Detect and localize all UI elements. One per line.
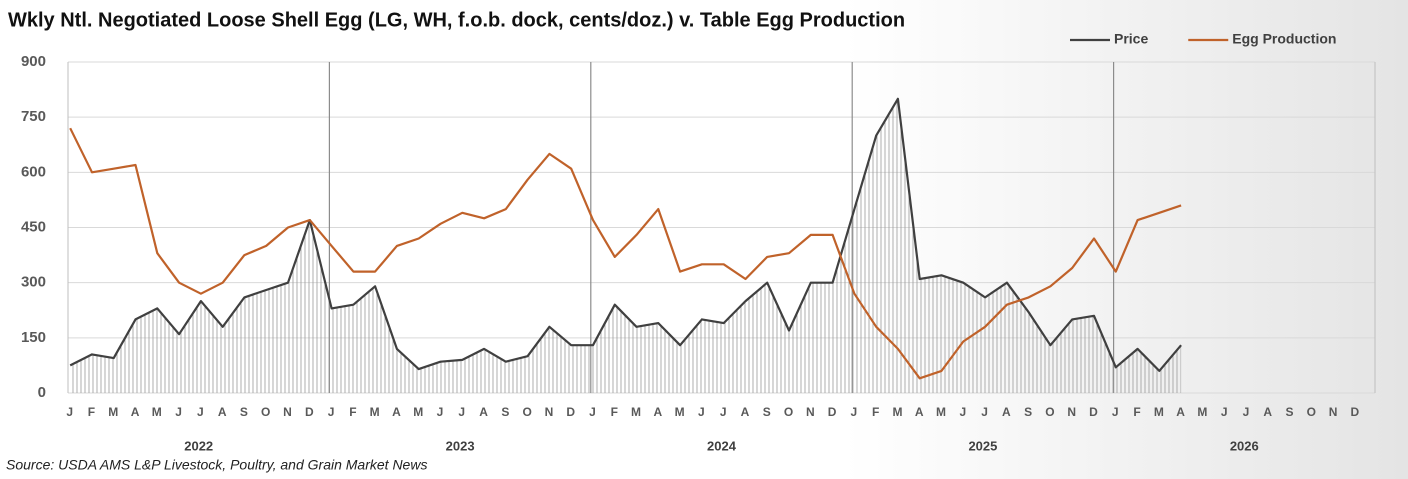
x-tick-label: J	[851, 405, 859, 419]
x-tick-label: D	[566, 405, 576, 419]
x-tick-label: J	[959, 405, 967, 419]
x-tick-label: J	[458, 405, 466, 419]
x-tick-label: J	[720, 405, 728, 419]
y-tick-label: 150	[21, 329, 46, 346]
x-tick-label: S	[240, 405, 249, 419]
x-tick-label: D	[828, 405, 838, 419]
x-tick-label: D	[1351, 405, 1361, 419]
x-tick-label: A	[653, 405, 663, 419]
x-tick-label: O	[1045, 405, 1055, 419]
x-tick-label: M	[108, 405, 119, 419]
year-label: 2026	[1230, 438, 1259, 453]
x-tick-label: N	[806, 405, 816, 419]
x-tick-label: S	[501, 405, 510, 419]
x-tick-label: J	[66, 405, 74, 419]
chart: Wkly Ntl. Negotiated Loose Shell Egg (LG…	[0, 0, 1408, 479]
x-tick-label: J	[981, 405, 989, 419]
x-tick-label: D	[1089, 405, 1099, 419]
x-tick-label: F	[872, 405, 880, 419]
year-label: 2023	[446, 438, 475, 453]
x-tick-label: M	[892, 405, 903, 419]
x-tick-label: M	[936, 405, 947, 419]
x-tick-label: A	[1002, 405, 1012, 419]
x-tick-label: A	[218, 405, 228, 419]
x-tick-label: N	[1329, 405, 1339, 419]
source-note: Source: USDA AMS L&P Livestock, Poultry,…	[6, 457, 427, 473]
year-label: 2025	[968, 438, 997, 453]
x-tick-label: S	[1286, 405, 1295, 419]
chart-title: Wkly Ntl. Negotiated Loose Shell Egg (LG…	[8, 9, 905, 31]
x-tick-label: A	[915, 405, 925, 419]
x-tick-label: A	[1263, 405, 1273, 419]
y-tick-label: 900	[21, 53, 46, 70]
x-tick-label: N	[545, 405, 555, 419]
x-tick-label: M	[1197, 405, 1208, 419]
y-tick-label: 600	[21, 163, 46, 180]
x-tick-label: A	[479, 405, 489, 419]
x-tick-label: J	[328, 405, 336, 419]
x-tick-label: F	[88, 405, 96, 419]
x-tick-label: M	[370, 405, 381, 419]
x-tick-label: F	[611, 405, 619, 419]
x-tick-label: O	[522, 405, 532, 419]
x-tick-label: J	[175, 405, 183, 419]
x-tick-label: O	[261, 405, 271, 419]
x-tick-label: O	[784, 405, 794, 419]
x-tick-label: F	[1133, 405, 1141, 419]
x-tick-label: J	[698, 405, 706, 419]
x-tick-label: A	[1176, 405, 1186, 419]
year-label: 2022	[184, 438, 213, 453]
x-tick-label: S	[763, 405, 772, 419]
x-tick-label: M	[631, 405, 642, 419]
x-tick-label: A	[392, 405, 402, 419]
y-tick-label: 750	[21, 108, 46, 125]
legend-label: Egg Production	[1232, 31, 1336, 47]
x-tick-label: J	[1221, 405, 1229, 419]
x-tick-label: D	[305, 405, 315, 419]
x-tick-label: A	[741, 405, 751, 419]
legend-label: Price	[1114, 31, 1148, 47]
x-tick-label: O	[1307, 405, 1317, 419]
x-tick-label: M	[675, 405, 686, 419]
x-tick-label: J	[437, 405, 445, 419]
y-tick-label: 450	[21, 218, 46, 235]
x-tick-label: J	[589, 405, 597, 419]
x-tick-label: J	[1112, 405, 1120, 419]
x-tick-label: J	[1243, 405, 1251, 419]
year-label: 2024	[707, 438, 737, 453]
x-tick-label: F	[349, 405, 357, 419]
x-tick-label: M	[152, 405, 163, 419]
y-tick-label: 0	[38, 384, 46, 401]
x-tick-label: N	[283, 405, 293, 419]
y-tick-label: 300	[21, 274, 46, 291]
x-tick-label: N	[1067, 405, 1077, 419]
x-tick-label: M	[1154, 405, 1165, 419]
x-tick-label: M	[413, 405, 424, 419]
x-tick-label: J	[197, 405, 205, 419]
x-tick-label: S	[1024, 405, 1033, 419]
x-tick-label: A	[131, 405, 141, 419]
